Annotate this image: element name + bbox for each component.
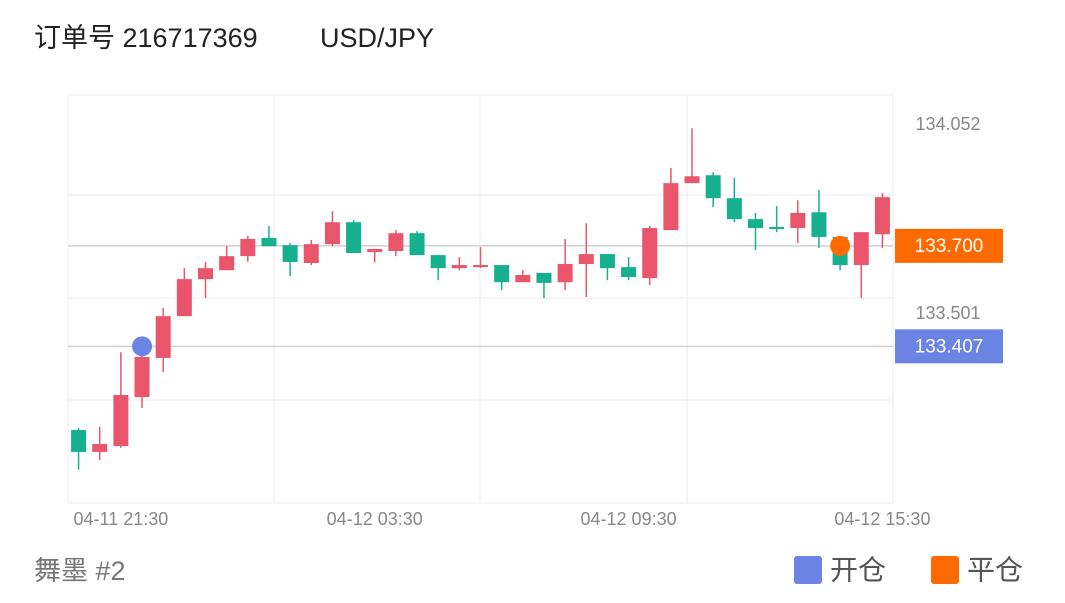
candle-body bbox=[473, 265, 488, 268]
candle-body bbox=[494, 265, 510, 283]
grid bbox=[67, 94, 894, 504]
candle-body bbox=[451, 265, 467, 269]
candle-body bbox=[684, 176, 700, 184]
candle-body bbox=[621, 267, 637, 278]
candle-body bbox=[663, 183, 679, 231]
candle-body bbox=[557, 264, 573, 283]
candle-body bbox=[853, 232, 869, 266]
x-tick-label: 04-12 03:30 bbox=[327, 509, 423, 529]
x-tick-label: 04-11 21:30 bbox=[74, 509, 169, 529]
candle-body bbox=[705, 175, 721, 199]
chart-subtitle: USD/JPY bbox=[320, 23, 434, 53]
x-tick-label: 04-12 09:30 bbox=[581, 509, 677, 529]
candle-body bbox=[642, 228, 658, 279]
candle-body bbox=[346, 222, 362, 254]
y-tick-label: 134.052 bbox=[915, 114, 980, 134]
legend-label: 开仓 bbox=[830, 554, 886, 585]
candle-body bbox=[198, 268, 213, 280]
candle-body bbox=[303, 244, 319, 263]
candle-body bbox=[874, 197, 890, 235]
y-tick-label: 133.501 bbox=[915, 303, 980, 323]
candle-body bbox=[219, 256, 235, 271]
candle-body bbox=[113, 395, 129, 447]
footer: 舞墨 #2 bbox=[34, 556, 126, 586]
candle-body bbox=[282, 245, 298, 262]
legend-swatch bbox=[931, 556, 959, 584]
candle-body bbox=[769, 227, 785, 230]
candle-body bbox=[515, 275, 531, 283]
legend-swatch bbox=[794, 556, 822, 584]
candle-body bbox=[155, 316, 171, 358]
candle-body bbox=[536, 272, 552, 283]
candle-body bbox=[240, 239, 256, 257]
trade-marker bbox=[830, 235, 851, 256]
candle-body bbox=[430, 255, 446, 269]
chart-title: 订单号 216717369 bbox=[34, 23, 258, 53]
candle-body bbox=[599, 254, 615, 269]
candle-body bbox=[578, 254, 594, 265]
candle-body bbox=[134, 356, 150, 398]
x-tick-label: 04-12 15:30 bbox=[834, 509, 930, 529]
price-tag-label: 133.407 bbox=[915, 336, 984, 357]
candle-body bbox=[388, 233, 404, 251]
candle-body bbox=[176, 279, 192, 317]
candle-body bbox=[748, 219, 763, 229]
candle-body bbox=[367, 248, 383, 253]
candle-body bbox=[71, 429, 87, 452]
candle-body bbox=[261, 237, 277, 247]
candle-body bbox=[790, 212, 806, 229]
candle-body bbox=[92, 444, 108, 452]
candle-body bbox=[811, 212, 827, 237]
candle-body bbox=[726, 198, 742, 220]
candle-body bbox=[324, 222, 340, 245]
price-tag bbox=[895, 329, 1003, 364]
candle-body bbox=[409, 233, 425, 256]
trade-marker bbox=[132, 336, 153, 357]
price-tag-label: 133.700 bbox=[915, 236, 984, 257]
legend-label: 平仓 bbox=[967, 554, 1023, 585]
price-tag bbox=[895, 228, 1003, 263]
